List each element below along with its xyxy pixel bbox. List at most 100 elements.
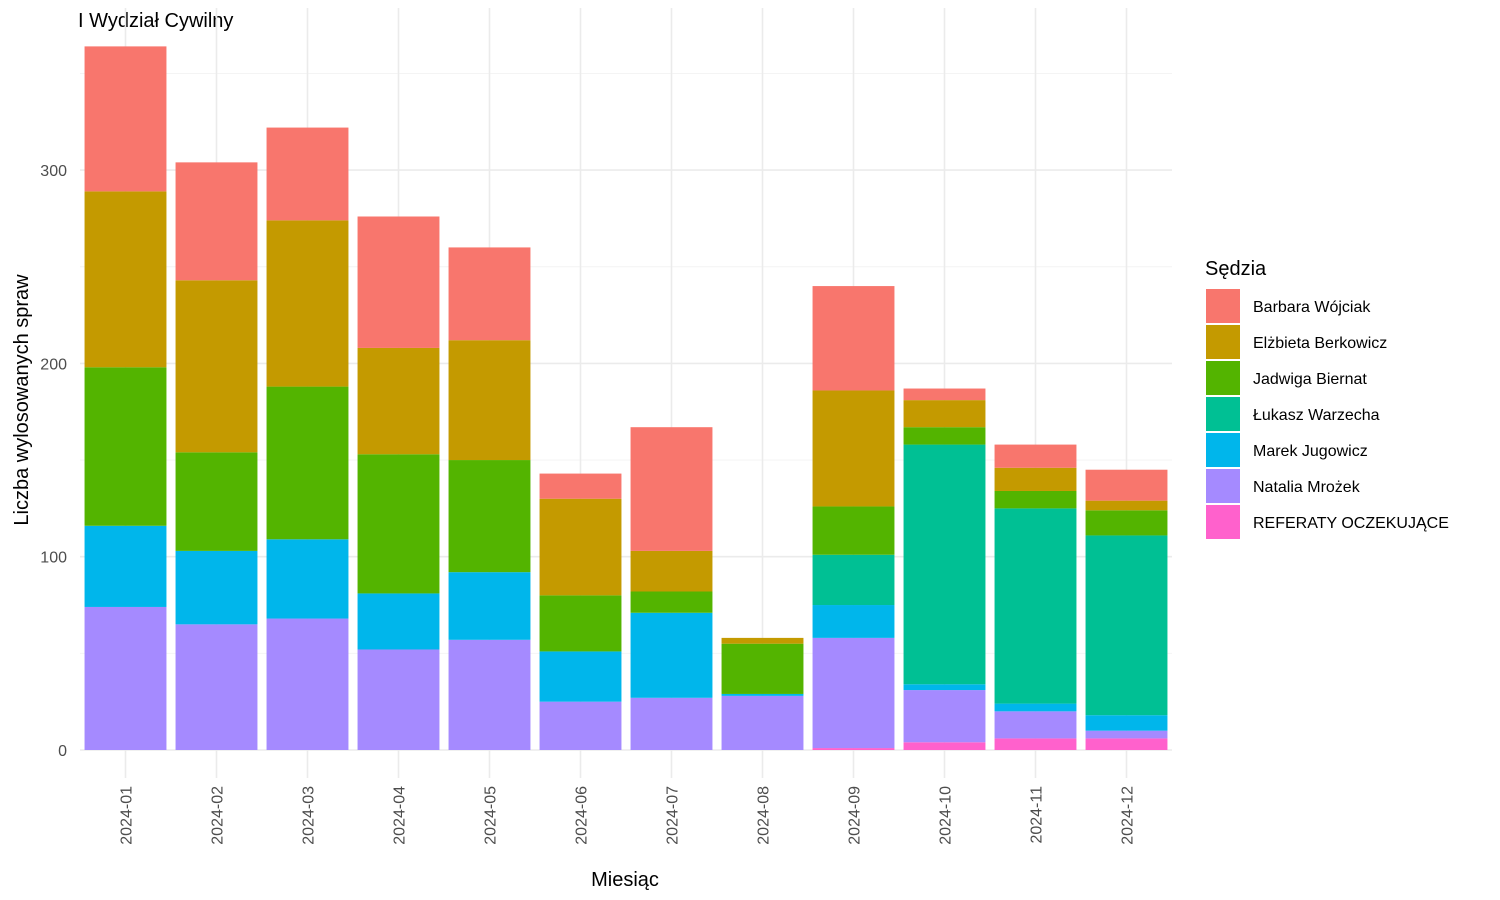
x-tick-label: 2024-11 — [1029, 786, 1046, 844]
bar-segment — [1085, 730, 1168, 739]
bar-segment — [175, 280, 258, 453]
legend-label: Natalia Mrożek — [1253, 479, 1361, 496]
bar-segment — [994, 738, 1077, 750]
bar-segment — [994, 444, 1077, 468]
bar-segment — [630, 612, 713, 698]
bar-segment — [357, 347, 440, 455]
legend-label: REFERATY OCZEKUJĄCE — [1253, 515, 1449, 532]
y-tick-label: 0 — [58, 743, 67, 760]
bar-segment — [812, 554, 895, 606]
x-tick-label: 2024-06 — [574, 786, 591, 845]
bar-segment — [448, 460, 531, 573]
chart-title: I Wydział Cywilny — [78, 10, 233, 32]
y-axis-ticks: 0 100 200 300 — [40, 163, 67, 760]
bar-segment — [84, 46, 167, 192]
legend-swatch — [1206, 505, 1240, 539]
bar-segment — [721, 643, 804, 694]
bar-segment — [1085, 535, 1168, 716]
bar-segment — [266, 539, 349, 619]
bar-segment — [903, 388, 986, 401]
bar-segment — [903, 427, 986, 445]
bar-segment — [448, 572, 531, 640]
bar-segment — [539, 701, 622, 750]
x-tick-label: 2024-04 — [392, 786, 409, 845]
bar-segment — [1085, 510, 1168, 536]
x-tick-label: 2024-10 — [938, 786, 955, 845]
bar-segment — [994, 711, 1077, 739]
bar-segment — [630, 550, 713, 592]
bar-segment — [539, 651, 622, 702]
legend-label: Elżbieta Berkowicz — [1253, 335, 1387, 352]
bar-segment — [903, 684, 986, 691]
bar-segment — [448, 639, 531, 750]
x-tick-label: 2024-08 — [756, 786, 773, 845]
bar-segment — [357, 649, 440, 750]
bar-segment — [721, 695, 804, 750]
x-tick-label: 2024-03 — [301, 786, 318, 845]
y-tick-label: 300 — [40, 163, 67, 180]
x-tick-label: 2024-05 — [483, 786, 500, 845]
legend-swatch — [1206, 433, 1240, 467]
bar-segment — [630, 697, 713, 750]
legend-swatch — [1206, 397, 1240, 431]
bar-segment — [357, 454, 440, 594]
x-tick-label: 2024-09 — [847, 786, 864, 845]
bar-segment — [903, 742, 986, 750]
bar-segment — [1085, 715, 1168, 731]
bar-segment — [812, 286, 895, 391]
bar-segment — [1085, 738, 1168, 750]
y-axis-title: Liczba wylosowanych spraw — [11, 274, 33, 526]
bar-segment — [84, 191, 167, 368]
bar-segment — [175, 550, 258, 625]
bar-segment — [357, 593, 440, 650]
x-axis-ticks: 2024-01 2024-02 2024-03 2024-04 2024-05 2024-… — [119, 786, 1137, 845]
legend-swatch — [1206, 325, 1240, 359]
x-axis-title: Miesiąc — [591, 869, 659, 891]
bar-segment — [266, 220, 349, 387]
bar-segment — [1085, 469, 1168, 501]
bar-segment — [903, 690, 986, 743]
bar-segment — [448, 340, 531, 461]
x-tick-label: 2024-02 — [210, 786, 227, 845]
x-tick-label: 2024-07 — [665, 786, 682, 845]
bar-segment — [175, 162, 258, 281]
legend-label: Łukasz Warzecha — [1253, 407, 1380, 424]
bar-segment — [994, 490, 1077, 509]
bar-segment — [357, 216, 440, 348]
bar-segment — [630, 427, 713, 551]
y-tick-label: 100 — [40, 550, 67, 567]
x-tick-label: 2024-12 — [1120, 786, 1137, 845]
bar-segment — [812, 748, 895, 750]
bar-segment — [721, 637, 804, 644]
bar-segment — [84, 606, 167, 750]
bar-segment — [994, 508, 1077, 704]
bar-segment — [721, 693, 804, 696]
bar-segment — [84, 367, 167, 526]
bar-segment — [812, 390, 895, 507]
bar-segment — [1085, 500, 1168, 511]
legend-label: Jadwiga Biernat — [1253, 371, 1367, 388]
bar-segment — [175, 624, 258, 750]
legend-label: Barbara Wójciak — [1253, 299, 1371, 316]
bar-segment — [266, 127, 349, 221]
bar-segment — [84, 525, 167, 607]
y-tick-label: 200 — [40, 356, 67, 373]
legend: Sędzia Barbara Wójciak Elżbieta Berkowicz… — [1205, 258, 1449, 539]
legend-swatch — [1206, 361, 1240, 395]
legend-swatch — [1206, 469, 1240, 503]
legend-label: Marek Jugowicz — [1253, 443, 1368, 460]
bar-segment — [266, 386, 349, 540]
bar-segment — [903, 400, 986, 428]
bar-segment — [539, 595, 622, 652]
bar-segment — [903, 444, 986, 685]
bars — [84, 46, 1168, 750]
bar-segment — [994, 703, 1077, 712]
legend-swatch — [1206, 289, 1240, 323]
bar-segment — [539, 498, 622, 596]
bar-segment — [812, 637, 895, 749]
bar-segment — [812, 605, 895, 638]
bar-segment — [994, 467, 1077, 491]
bar-segment — [812, 506, 895, 555]
bar-segment — [630, 591, 713, 613]
